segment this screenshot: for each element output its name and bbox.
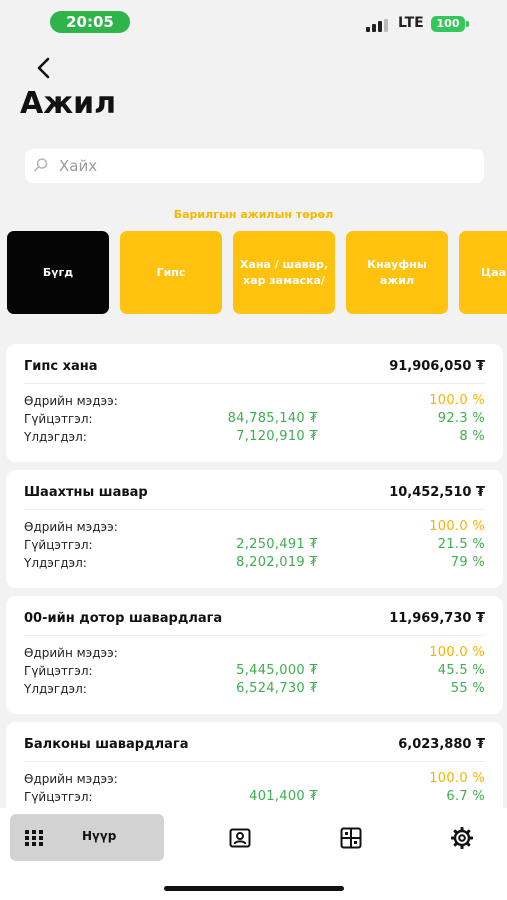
card-divider	[24, 383, 485, 384]
daily-label: Өдрийн мэдээ:	[24, 520, 118, 534]
progress-label: Гүйцэтгэл:	[24, 790, 93, 804]
chip-label: Хана / шавар, хар замаска/	[239, 258, 329, 287]
progress-percent: 6.7 %	[446, 789, 485, 804]
card-divider	[24, 635, 485, 636]
progress-amount: 5,445,000 ₮	[236, 663, 318, 678]
work-card[interactable]: 00-ийн дотор шавардлага 11,969,730 ₮ Өдр…	[6, 596, 503, 714]
card-total: 91,906,050 ₮	[389, 359, 485, 374]
remaining-percent: 55 %	[450, 681, 485, 696]
remaining-label: Үлдэгдэл:	[24, 556, 87, 570]
chip-label: Гипс	[156, 265, 186, 279]
card-divider	[24, 761, 485, 762]
daily-percent: 100.0 %	[429, 393, 485, 408]
progress-amount: 2,250,491 ₮	[236, 537, 318, 552]
chip-label: Бүгд	[42, 265, 74, 279]
daily-percent: 100.0 %	[429, 771, 485, 786]
search-icon	[34, 158, 48, 172]
page-title: Ажил	[20, 86, 117, 121]
chip-label: Кнауфны ажил	[367, 258, 427, 287]
battery-tip	[466, 21, 469, 27]
daily-label: Өдрийн мэдээ:	[24, 394, 118, 408]
network-label: LTE	[398, 15, 424, 31]
status-bar: 20:05 LTE 100	[0, 0, 507, 44]
profile-card-icon[interactable]	[228, 826, 252, 850]
card-title: 00-ийн дотор шавардлага	[24, 611, 223, 626]
remaining-percent: 8 %	[459, 429, 485, 444]
daily-label: Өдрийн мэдээ:	[24, 646, 118, 660]
floor-plan-icon[interactable]	[339, 826, 363, 850]
chip-all[interactable]: Бүгд	[7, 231, 109, 314]
remaining-label: Үлдэгдэл:	[24, 682, 87, 696]
bottom-nav: Нүүр	[0, 808, 507, 900]
daily-percent: 100.0 %	[429, 645, 485, 660]
search-box[interactable]	[25, 149, 484, 183]
progress-label: Гүйцэтгэл:	[24, 538, 93, 552]
chevron-left-icon	[37, 57, 50, 79]
nav-home-label: Нүүр	[82, 829, 117, 843]
remaining-amount: 6,524,730 ₮	[236, 681, 318, 696]
section-label: Барилгын ажилын төрөл	[173, 208, 334, 221]
remaining-label: Үлдэгдэл:	[24, 430, 87, 444]
nav-home-button[interactable]: Нүүр	[10, 814, 164, 861]
daily-label: Өдрийн мэдээ:	[24, 772, 118, 786]
search-input[interactable]	[59, 149, 469, 183]
grid-icon	[25, 830, 43, 846]
progress-amount: 84,785,140 ₮	[227, 411, 318, 426]
chip-wall-plaster[interactable]: Хана / шавар, хар замаска/	[233, 231, 335, 314]
progress-percent: 92.3 %	[437, 411, 485, 426]
card-title: Гипс хана	[24, 359, 98, 374]
remaining-percent: 79 %	[450, 555, 485, 570]
card-total: 11,969,730 ₮	[389, 611, 485, 626]
card-total: 6,023,880 ₮	[398, 737, 485, 752]
card-total: 10,452,510 ₮	[389, 485, 485, 500]
battery-icon: 100	[431, 16, 465, 32]
chip-gips[interactable]: Гипс	[120, 231, 222, 314]
progress-label: Гүйцэтгэл:	[24, 412, 93, 426]
chip-knauf[interactable]: Кнауфны ажил	[346, 231, 448, 314]
back-button[interactable]	[28, 52, 60, 84]
card-divider	[24, 509, 485, 510]
work-card[interactable]: Шаахтны шавар 10,452,510 ₮ Өдрийн мэдээ:…	[6, 470, 503, 588]
remaining-amount: 8,202,019 ₮	[236, 555, 318, 570]
status-time: 20:05	[50, 11, 130, 33]
progress-amount: 401,400 ₮	[249, 789, 318, 804]
progress-percent: 45.5 %	[437, 663, 485, 678]
work-card[interactable]: Балконы шавардлага 6,023,880 ₮ Өдрийн мэ…	[6, 722, 503, 808]
category-chips: Бүгд Гипс Хана / шавар, хар замаска/ Кна…	[7, 231, 507, 315]
work-card[interactable]: Гипс хана 91,906,050 ₮ Өдрийн мэдээ: 100…	[6, 344, 503, 462]
progress-percent: 21.5 %	[437, 537, 485, 552]
daily-percent: 100.0 %	[429, 519, 485, 534]
card-title: Шаахтны шавар	[24, 485, 148, 500]
chip-partial[interactable]: Цаа зам	[459, 231, 507, 314]
progress-label: Гүйцэтгэл:	[24, 664, 93, 678]
remaining-amount: 7,120,910 ₮	[236, 429, 318, 444]
chip-label: Цаа зам	[481, 265, 507, 279]
work-list: Гипс хана 91,906,050 ₮ Өдрийн мэдээ: 100…	[6, 344, 503, 808]
signal-icon	[366, 19, 392, 32]
gear-icon[interactable]	[450, 826, 474, 850]
home-indicator	[164, 886, 344, 891]
card-title: Балконы шавардлага	[24, 737, 189, 752]
